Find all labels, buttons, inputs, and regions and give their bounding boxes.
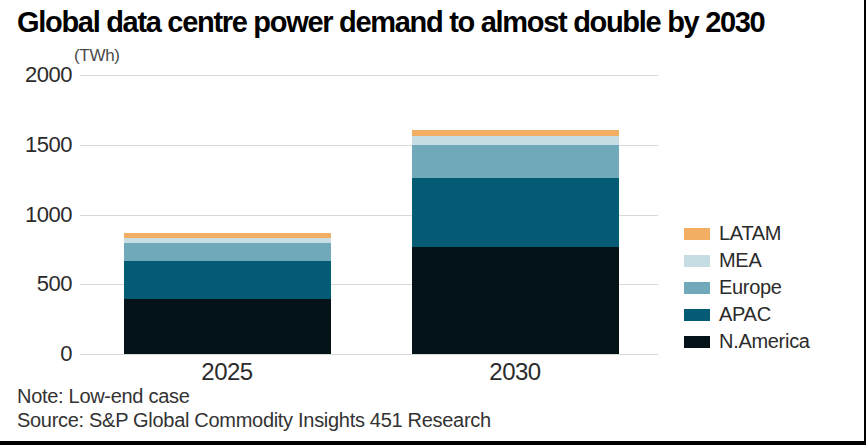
- y-tick-label-1000: 1000: [0, 204, 72, 226]
- chart-title: Global data centre power demand to almos…: [17, 6, 764, 39]
- legend-label-mea: MEA: [719, 249, 761, 272]
- y-tick-label-1500: 1500: [0, 134, 72, 156]
- note-text: Note: Low-end case: [17, 385, 189, 408]
- legend-label-europe: Europe: [719, 276, 782, 299]
- bar-segment-apac-2030: [412, 178, 619, 247]
- legend-item-namerica: N.America: [684, 328, 810, 355]
- x-axis-label-2030: 2030: [412, 358, 619, 386]
- legend-item-apac: APAC: [684, 301, 810, 328]
- bar-segment-latam-2030: [412, 130, 619, 136]
- legend-swatch-mea: [684, 255, 710, 267]
- gridline-2000: [80, 75, 658, 76]
- y-tick-label-0: 0: [0, 343, 72, 365]
- bar-segment-apac-2025: [124, 261, 331, 299]
- legend-swatch-apac: [684, 309, 710, 321]
- bar-segment-latam-2025: [124, 233, 331, 238]
- legend-label-apac: APAC: [719, 303, 771, 326]
- legend: LATAM MEA Europe APAC N.America: [684, 220, 810, 355]
- legend-swatch-latam: [684, 228, 710, 240]
- bar-segment-namerica-2025: [124, 299, 331, 354]
- source-text: Source: S&P Global Commodity Insights 45…: [17, 409, 491, 432]
- y-tick-label-2000: 2000: [0, 64, 72, 86]
- legend-item-europe: Europe: [684, 274, 810, 301]
- bar-segment-europe-2030: [412, 145, 619, 178]
- y-tick-label-500: 500: [0, 273, 72, 295]
- chart-card: Global data centre power demand to almos…: [0, 0, 866, 445]
- legend-swatch-namerica: [684, 336, 710, 348]
- x-axis-label-2025: 2025: [124, 358, 331, 386]
- bar-segment-namerica-2030: [412, 247, 619, 354]
- legend-item-mea: MEA: [684, 247, 810, 274]
- bar-segment-mea-2025: [124, 238, 331, 244]
- bar-segment-mea-2030: [412, 136, 619, 145]
- legend-label-namerica: N.America: [719, 330, 810, 353]
- legend-swatch-europe: [684, 282, 710, 294]
- bar-segment-europe-2025: [124, 243, 331, 261]
- legend-label-latam: LATAM: [719, 222, 781, 245]
- gridline-0: [80, 354, 658, 355]
- y-axis-unit-label: (TWh): [74, 46, 120, 66]
- legend-item-latam: LATAM: [684, 220, 810, 247]
